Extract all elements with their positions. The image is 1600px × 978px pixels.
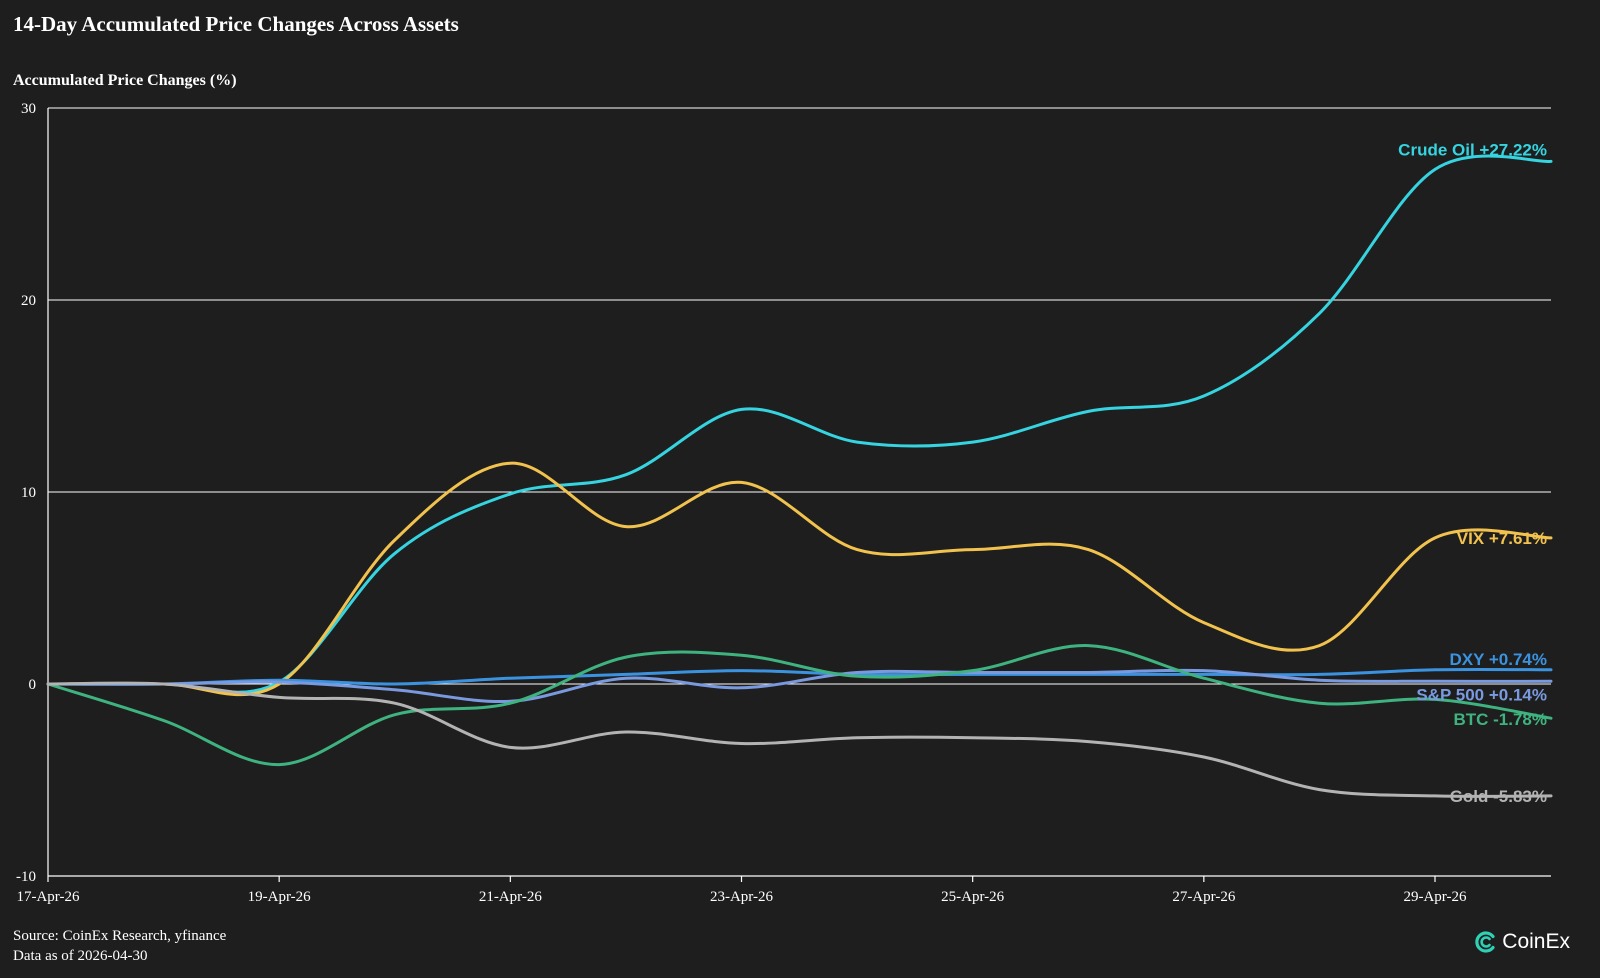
x-tick-label: 17-Apr-26 — [16, 889, 80, 905]
series-line-vix — [46, 461, 1553, 697]
y-tick-label: 10 — [21, 485, 36, 501]
chart-title: 14-Day Accumulated Price Changes Across … — [13, 12, 459, 36]
coinex-logo: CoinEx — [1474, 930, 1570, 954]
coinex-logo-icon — [1475, 931, 1495, 953]
as-of-note: Data as of 2026-04-30 — [13, 948, 148, 964]
y-tick-label: 30 — [21, 101, 36, 117]
series-line-s-p-500 — [46, 668, 1553, 704]
series-end-label-gold: Gold -5.83% — [1450, 787, 1547, 806]
x-tick-label: 29-Apr-26 — [1403, 889, 1467, 905]
series-end-label-crude-oil: Crude Oil +27.22% — [1398, 140, 1547, 159]
chart-footer: Source: CoinEx Research, yfinance Data a… — [13, 926, 226, 966]
y-tick-label: -10 — [16, 869, 36, 885]
x-tick-label: 21-Apr-26 — [479, 889, 543, 905]
x-tick-label: 19-Apr-26 — [248, 889, 312, 905]
series-end-label-btc: BTC -1.78% — [1453, 710, 1547, 729]
y-axis-label: Accumulated Price Changes (%) — [13, 72, 237, 89]
series-end-label-vix: VIX +7.61% — [1457, 529, 1547, 548]
source-note: Source: CoinEx Research, yfinance — [13, 928, 227, 944]
x-tick-label: 27-Apr-26 — [1172, 889, 1236, 905]
series-line-crude-oil — [46, 154, 1553, 694]
series-line-gold — [46, 681, 1553, 798]
logo-text: CoinEx — [1502, 930, 1570, 953]
series-end-label-dxy: DXY +0.74% — [1449, 650, 1547, 669]
x-tick-label: 23-Apr-26 — [710, 889, 774, 905]
y-tick-label: 0 — [29, 677, 37, 693]
x-tick-label: 25-Apr-26 — [941, 889, 1005, 905]
series-line-btc — [46, 644, 1553, 767]
series-line-dxy — [46, 667, 1553, 686]
y-tick-label: 20 — [21, 293, 36, 309]
series-end-label-s-p-500: S&P 500 +0.14% — [1416, 685, 1547, 704]
